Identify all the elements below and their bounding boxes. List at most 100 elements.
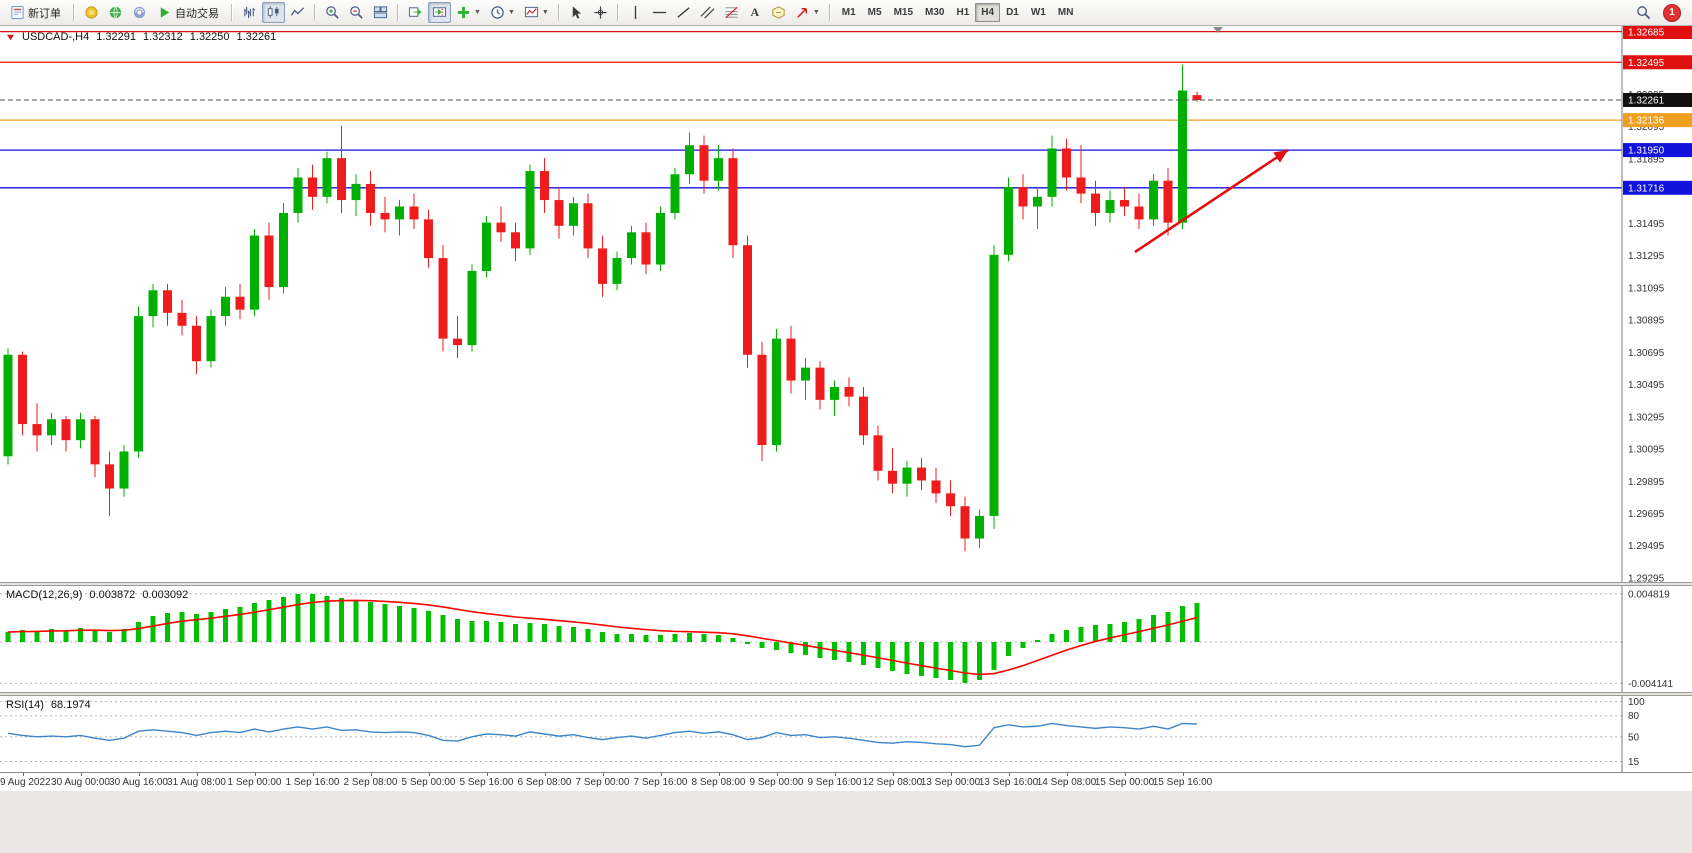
chart-shift-icon <box>432 7 447 17</box>
auto-scroll-button[interactable] <box>404 2 427 23</box>
macd-histogram-bar <box>324 596 330 642</box>
candle-body <box>540 171 549 201</box>
candle-body <box>1134 206 1144 220</box>
candlestick-chart-button[interactable] <box>262 2 285 23</box>
macd-histogram-bar <box>513 624 518 642</box>
zoom-out-button[interactable] <box>345 2 368 23</box>
price-tag <box>1623 55 1692 70</box>
zoom-in-button[interactable] <box>321 2 344 23</box>
macd-histogram-bar <box>1035 640 1040 642</box>
timeframe-h4-button[interactable]: H4 <box>975 3 1001 22</box>
arrow-tool-icon <box>797 8 807 18</box>
macd-histogram-bar <box>672 634 678 642</box>
time-axis-tick <box>660 773 662 776</box>
macd-histogram-bar <box>78 628 83 642</box>
macd-histogram-bar <box>948 642 953 680</box>
fibonacci-tool-button[interactable] <box>720 2 743 23</box>
pane-divider[interactable] <box>0 692 1692 696</box>
time-axis-tick <box>950 773 952 776</box>
timeframe-w1-button[interactable]: W1 <box>1025 3 1052 22</box>
rsi-value: 68.1974 <box>50 699 91 711</box>
macd-indicator-pane[interactable]: 0.004819 -0.004141 <box>0 586 1692 692</box>
periods-button[interactable]: ▼ <box>486 2 519 23</box>
indicators-button[interactable]: ▼ <box>452 2 485 23</box>
text-label-tool-button[interactable] <box>767 2 790 23</box>
chart-shift-marker[interactable] <box>1213 27 1223 33</box>
price-axis-label: 1.31495 <box>1628 219 1665 230</box>
time-axis-tick <box>428 773 430 776</box>
timeframe-mn-button[interactable]: MN <box>1052 3 1080 22</box>
timeframe-m5-button[interactable]: M5 <box>862 3 888 22</box>
macd-histogram-bar <box>687 633 692 642</box>
cursor-arrow-icon <box>572 6 581 19</box>
price-chart-pane[interactable]: 1.322951.320951.318951.316951.314951.312… <box>0 26 1692 582</box>
macd-histogram-bar <box>310 594 315 642</box>
fibonacci-icon <box>725 6 738 19</box>
rsi-axis-label: 80 <box>1628 711 1640 722</box>
time-axis[interactable]: 29 Aug 2022 30 Aug 00:00 30 Aug 16:00 31 Au… <box>0 772 1692 791</box>
mql5-community-button[interactable] <box>80 2 103 23</box>
search-button[interactable] <box>1632 2 1655 23</box>
trend-arrow-object[interactable] <box>1134 148 1289 254</box>
zoom-out-icon <box>350 6 363 19</box>
new-order-button[interactable]: 新订单 <box>5 2 68 23</box>
rsi-axis-label: 100 <box>1628 697 1645 708</box>
timeframe-h1-button[interactable]: H1 <box>950 3 975 22</box>
timeframe-m1-button[interactable]: M1 <box>836 3 862 22</box>
trendline-tool-button[interactable] <box>672 2 695 23</box>
macd-histogram-bar <box>426 611 431 642</box>
macd-histogram-bar <box>498 622 504 642</box>
notification-badge[interactable]: 1 <box>1663 3 1681 22</box>
timeframe-toolbar: M1 M5 M15 M30 H1 H4 D1 W1 MN <box>836 3 1080 22</box>
tile-windows-icon <box>373 6 388 19</box>
candle-body <box>250 235 259 310</box>
macd-indicator-header: MACD(12,26,9) 0.003872 0.003092 <box>6 589 188 601</box>
candle-body <box>844 386 854 397</box>
macd-histogram-bar <box>411 608 417 642</box>
candle-body <box>598 248 607 284</box>
chart-shift-button[interactable] <box>428 2 451 23</box>
toolbar-separator <box>616 4 619 21</box>
time-axis-label: 29 Aug 2022 <box>0 777 51 788</box>
macd-signal-value: 0.003092 <box>142 589 189 601</box>
templates-icon <box>524 6 538 18</box>
line-chart-button[interactable] <box>286 2 309 23</box>
vertical-line-icon <box>634 5 636 20</box>
time-axis-label: 2 Sep 08:00 <box>343 777 398 788</box>
timeframe-m30-button[interactable]: M30 <box>919 3 950 22</box>
price-axis-label: 1.29495 <box>1628 541 1665 552</box>
chart-symbol-icon <box>6 34 15 40</box>
candle-body <box>554 200 564 226</box>
macd-histogram-bar <box>194 614 199 642</box>
macd-histogram-bar <box>382 604 388 642</box>
indicators-plus-icon <box>457 6 470 19</box>
candle-body <box>569 203 578 226</box>
rsi-indicator-header: RSI(14) 68.1974 <box>6 699 91 711</box>
pane-divider[interactable] <box>0 582 1692 586</box>
cursor-button[interactable] <box>565 2 588 23</box>
candle-body <box>337 158 346 201</box>
templates-button[interactable]: ▼ <box>520 2 553 23</box>
time-axis-label: 5 Sep 00:00 <box>401 777 456 788</box>
signals-button[interactable] <box>128 2 151 23</box>
market-button[interactable] <box>104 2 127 23</box>
auto-trading-button[interactable]: 自动交易 <box>152 2 226 23</box>
arrows-tool-button[interactable]: ▼ <box>791 2 824 23</box>
tile-windows-button[interactable] <box>369 2 392 23</box>
line-chart-icon <box>290 7 305 16</box>
timeframe-d1-button[interactable]: D1 <box>1000 3 1025 22</box>
candle-body <box>1178 90 1187 223</box>
timeframe-m15-button[interactable]: M15 <box>888 3 919 22</box>
equidistant-channel-tool-button[interactable] <box>696 2 719 23</box>
rsi-indicator-pane[interactable]: 100 80 50 15 <box>0 696 1692 772</box>
vertical-line-tool-button[interactable] <box>624 2 647 23</box>
horizontal-line-tool-button[interactable] <box>648 2 671 23</box>
chevron-down-icon: ▼ <box>812 9 820 16</box>
text-tool-button[interactable]: A <box>744 2 766 23</box>
crosshair-icon <box>594 6 607 19</box>
bar-chart-button[interactable] <box>238 2 261 23</box>
macd-histogram-bar <box>121 629 127 642</box>
crosshair-button[interactable] <box>589 2 612 23</box>
macd-histogram-bar <box>658 635 663 642</box>
price-tag-label: 1.32136 <box>1628 116 1665 127</box>
